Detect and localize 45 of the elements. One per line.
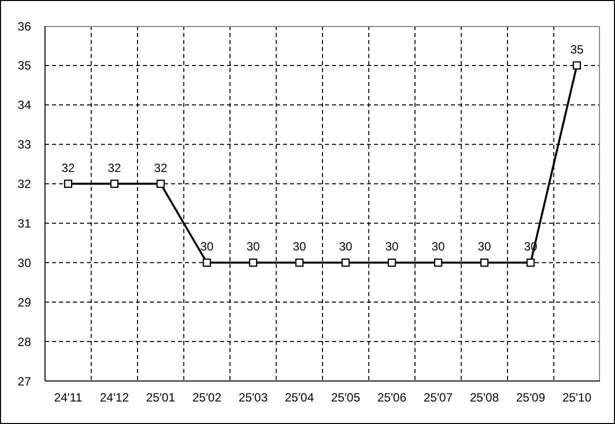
data-label: 30 xyxy=(385,240,399,254)
x-tick-label: 24'11 xyxy=(54,390,82,405)
point xyxy=(295,258,304,267)
point xyxy=(434,258,442,267)
x-tick-label: 25'04 xyxy=(284,390,314,405)
data-label: 35 xyxy=(570,42,584,56)
x-tick-label: 25'08 xyxy=(470,390,500,405)
point xyxy=(110,180,118,188)
point xyxy=(202,258,211,267)
data-label: 32 xyxy=(108,160,122,175)
point xyxy=(64,180,72,188)
point xyxy=(480,258,488,267)
x-tick-label: 25'03 xyxy=(238,390,268,405)
y-tick-label: 30 xyxy=(18,256,32,270)
y-tick-label: 34 xyxy=(18,98,32,112)
x-tick-label: 25'01 xyxy=(146,390,176,405)
y-tick-label: 33 xyxy=(18,138,32,152)
y-tick-label: 35 xyxy=(18,58,32,73)
x-tick-label: 24'12 xyxy=(100,390,130,405)
data-label: 32 xyxy=(154,160,168,175)
x-tick-label: 25'05 xyxy=(331,390,360,405)
x-tick-label: 25'10 xyxy=(562,390,592,405)
x-tick-label: 25'09 xyxy=(516,390,546,405)
data-label: 30 xyxy=(292,240,306,254)
data-label: 32 xyxy=(61,160,76,175)
x-tick-label: 25'02 xyxy=(192,390,222,405)
y-tick-label: 27 xyxy=(18,374,32,388)
point xyxy=(342,258,350,267)
point xyxy=(156,180,165,188)
point xyxy=(249,258,258,267)
y-tick-label: 28 xyxy=(18,334,32,349)
y-tick-label: 36 xyxy=(18,19,32,34)
y-tick-label: 29 xyxy=(18,295,32,310)
data-label: 30 xyxy=(200,240,214,254)
data-label: 30 xyxy=(338,240,353,254)
y-tick-label: 31 xyxy=(18,216,32,230)
data-label: 30 xyxy=(431,240,446,254)
point xyxy=(526,258,535,267)
point xyxy=(388,258,396,267)
point xyxy=(572,61,581,70)
x-tick-label: 25'07 xyxy=(424,390,453,405)
y-tick-label: 32 xyxy=(18,177,32,192)
data-label: 30 xyxy=(478,240,492,254)
data-label: 30 xyxy=(246,240,260,254)
x-tick-label: 25'06 xyxy=(377,390,407,405)
